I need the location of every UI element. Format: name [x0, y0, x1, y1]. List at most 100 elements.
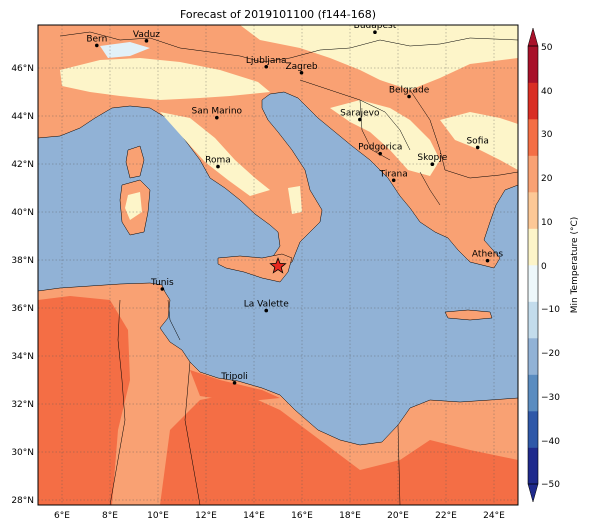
colorbar-tick-label: −10 — [541, 305, 560, 315]
colorbar-tick-label: 30 — [541, 130, 553, 140]
colorbar-tick-label: −50 — [541, 480, 560, 490]
lat-tick-label: 40°N — [11, 208, 34, 218]
colorbar-tick-label: 20 — [541, 174, 553, 184]
colorbar-tick-label: 0 — [541, 262, 547, 272]
colorbar-tick-label: 10 — [541, 218, 553, 228]
city-label: Vaduz — [133, 30, 160, 40]
city-label: San Marino — [192, 107, 243, 117]
colorbar-segments — [528, 46, 538, 485]
colorbar-segment — [528, 155, 538, 193]
colorbar-segment — [528, 301, 538, 339]
colorbar-frame — [527, 45, 539, 485]
colorbar-segment — [528, 447, 538, 485]
colorbar-top-extension — [527, 27, 539, 47]
city-label: Budapest — [354, 21, 397, 31]
lon-tick-label: 6°E — [54, 511, 70, 521]
city-dot — [358, 117, 362, 122]
lat-tick-label: 36°N — [11, 304, 34, 314]
lat-tick-label: 30°N — [11, 448, 34, 458]
lat-axis: 28°N 30°N 32°N 34°N 36°N 38°N 40°N 42°N … — [11, 64, 34, 506]
gridlines — [38, 25, 518, 505]
city-label: Sofia — [466, 136, 488, 146]
colorbar-bottom-extension — [527, 483, 539, 503]
corsica-land — [125, 145, 145, 179]
colorbar-segment — [528, 338, 538, 375]
mild-band-alps-south — [60, 58, 270, 100]
colorbar-segment — [528, 192, 538, 229]
lon-tick-label: 12°E — [195, 511, 217, 521]
city-dot — [144, 39, 149, 43]
crete-land — [444, 309, 493, 321]
mild-band-balkans — [330, 100, 440, 176]
lon-tick-label: 22°E — [435, 511, 457, 521]
lat-tick-label: 38°N — [11, 256, 34, 266]
city-dot — [95, 43, 99, 48]
city-dot — [216, 164, 220, 169]
lon-tick-label: 16°E — [291, 511, 313, 521]
city-label: Belgrade — [389, 86, 430, 96]
lat-tick-label: 46°N — [11, 64, 34, 74]
city-dot — [485, 258, 490, 263]
lat-tick-label: 32°N — [11, 400, 34, 410]
city-label: Ljubljana — [246, 56, 287, 66]
city-dot — [407, 94, 411, 99]
hot-region-south — [160, 392, 518, 505]
city-dot — [475, 145, 480, 150]
lat-tick-label: 28°N — [11, 496, 34, 506]
location-marker-star — [269, 257, 287, 274]
city-dot — [373, 30, 377, 34]
colorbar-segment — [528, 265, 538, 302]
colorbar-tick-label: −30 — [541, 393, 560, 403]
city-label: Tirana — [379, 169, 408, 179]
city-label: Zagreb — [285, 62, 317, 72]
city-label: Sarajevo — [340, 109, 380, 119]
city-dot — [378, 151, 383, 156]
city-label: Tripoli — [220, 372, 248, 382]
cool-patch-alps — [100, 42, 150, 58]
mild-patch-sardinia — [125, 192, 142, 220]
mild-band-greece — [440, 112, 518, 170]
colorbar-tick-label: −20 — [541, 349, 560, 359]
city-dot — [264, 64, 269, 69]
colorbar-segment — [528, 374, 538, 412]
map-title: Forecast of 2019101100 (f144-168) — [180, 8, 376, 21]
city-dot — [215, 115, 219, 120]
colorbar-tick-label: 50 — [541, 43, 553, 53]
city-dot — [299, 70, 304, 75]
city-label: Athens — [472, 250, 503, 260]
mild-patch-calabria — [288, 186, 302, 214]
lon-tick-label: 8°E — [102, 511, 118, 521]
city-dot — [264, 308, 269, 313]
colorbar-tick-label: −40 — [541, 437, 560, 447]
city-dot — [430, 162, 435, 166]
lat-tick-label: 42°N — [11, 160, 34, 170]
city-label: Bern — [86, 34, 107, 44]
city-label: Podgorica — [358, 143, 402, 153]
map-frame — [37, 24, 519, 506]
hot-region-west — [38, 296, 130, 505]
city-label: Roma — [205, 156, 231, 166]
hot-region-tripoli — [190, 370, 280, 402]
colorbar-segment — [528, 228, 538, 266]
lon-tick-label: 20°E — [387, 511, 409, 521]
lon-axis: 6°E 8°E 10°E 12°E 14°E 16°E 18°E 20°E 22… — [54, 511, 505, 521]
lat-tick-label: 34°N — [11, 352, 34, 362]
colorbar: 50 40 30 20 10 0 −10 −20 −30 −40 −50 Min… — [527, 27, 580, 503]
city-dot — [391, 178, 396, 183]
city-dot — [160, 287, 165, 291]
mild-band-alps — [38, 25, 518, 90]
city-label: La Valette — [244, 300, 289, 310]
lat-tick-label: 44°N — [11, 112, 34, 122]
city-label: Tunis — [150, 278, 174, 288]
colorbar-segment — [528, 411, 538, 448]
colorbar-segment — [528, 119, 538, 156]
city-dot — [232, 381, 237, 385]
sicily-land — [217, 253, 293, 283]
lon-tick-label: 10°E — [147, 511, 169, 521]
mild-band-italy — [160, 112, 270, 196]
colorbar-ticks: 50 40 30 20 10 0 −10 −20 −30 −40 −50 — [541, 43, 560, 490]
city-label: Skopje — [417, 153, 447, 163]
